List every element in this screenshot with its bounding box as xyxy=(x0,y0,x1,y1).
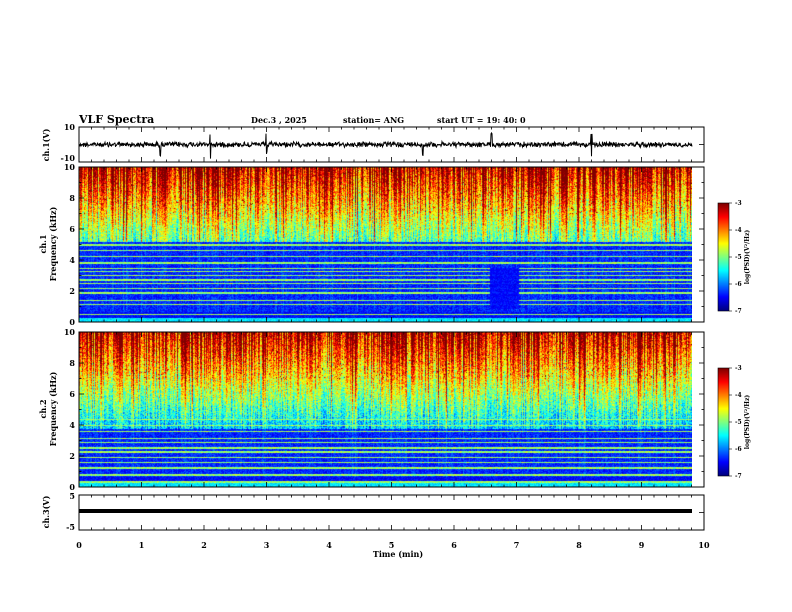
time-tick-label: 9 xyxy=(639,540,645,550)
colorbar-tick-label: -4 xyxy=(735,392,742,399)
time-tick-label: 6 xyxy=(451,540,457,550)
ch3-ytick-top: 5 xyxy=(69,491,75,501)
ch2-colorbar: -3 -4 -5 -6 -7 log(PSD)(V²/Hz) xyxy=(717,365,751,480)
ch2-colorbar-gradient xyxy=(718,368,729,476)
freq-tick-label: 10 xyxy=(64,162,76,172)
freq-tick-label: 6 xyxy=(69,389,75,399)
time-tick-label: 2 xyxy=(201,540,207,550)
ch3-waveform-frame xyxy=(78,494,705,531)
station-label: station= ANG xyxy=(343,115,404,125)
freq-tick-label: 6 xyxy=(69,224,75,234)
time-tick-label: 3 xyxy=(264,540,270,550)
ch2-spectrogram-image xyxy=(79,332,692,487)
time-axis-ticklabels: 0 1 2 3 4 5 6 7 8 9 10 xyxy=(76,540,710,550)
ch3-waveform-ylabel: ch.3(V) xyxy=(41,495,51,528)
colorbar-tick-label: -4 xyxy=(735,227,742,234)
ch1-waveform-line xyxy=(78,131,693,159)
ch2-colorbar-label: log(PSD)(V²/Hz) xyxy=(744,395,751,450)
freq-tick-label: 2 xyxy=(69,286,75,296)
freq-tick-label: 4 xyxy=(69,420,75,430)
colorbar-tick-label: -5 xyxy=(735,419,742,426)
ch2-ylabel-channel: ch.2 xyxy=(38,399,48,418)
colorbar-tick-label: -7 xyxy=(735,308,742,315)
freq-tick-label: 8 xyxy=(69,193,75,203)
ch2-spectrogram-frame xyxy=(78,331,705,488)
colorbar-tick-label: -3 xyxy=(735,200,742,207)
ch1-freq-ticklabels: 0 2 4 6 8 10 xyxy=(64,162,76,327)
date-label: Dec.3 , 2025 xyxy=(251,115,307,125)
start-time-label: start UT = 19: 40: 0 xyxy=(437,115,526,125)
ch1-spectrogram-image xyxy=(79,167,692,322)
ch2-colorbar-ticks: -3 -4 -5 -6 -7 xyxy=(729,365,742,480)
time-tick-label: 1 xyxy=(139,540,145,550)
ch3-waveform-panel: 5 -5 ch.3(V) xyxy=(41,491,705,532)
ch1-waveform-panel: 10 -10 ch.1(V) xyxy=(41,122,705,163)
ch1-colorbar-gradient xyxy=(718,203,729,311)
colorbar-tick-label: -6 xyxy=(735,446,742,453)
freq-tick-label: 0 xyxy=(69,317,75,327)
freq-tick-label: 8 xyxy=(69,358,75,368)
colorbar-tick-label: -7 xyxy=(735,473,742,480)
ch1-colorbar: -3 -4 -5 -6 -7 log(PSD)(V²/Hz) xyxy=(717,200,751,315)
time-axis-label: Time (min) xyxy=(373,549,423,559)
ch1-spectrogram-frame xyxy=(78,166,705,323)
freq-tick-label: 10 xyxy=(64,327,76,337)
ch3-waveform-line xyxy=(79,509,692,513)
ch1-colorbar-ticks: -3 -4 -5 -6 -7 xyxy=(729,200,742,315)
colorbar-tick-label: -5 xyxy=(735,254,742,261)
ch1-ytick-top: 10 xyxy=(64,122,76,132)
colorbar-tick-label: -6 xyxy=(735,281,742,288)
ch1-waveform-ylabel: ch.1(V) xyxy=(41,128,51,161)
time-tick-label: 5 xyxy=(389,540,395,550)
ch3-ytick-bottom: -5 xyxy=(66,522,75,532)
time-tick-label: 4 xyxy=(326,540,332,550)
ch1-waveform-frame xyxy=(78,126,705,163)
ch1-ylabel-channel: ch.1 xyxy=(38,234,48,253)
ch2-spectrogram-panel: 0 2 4 6 8 10 ch.2 Frequency (kHz) xyxy=(38,327,705,492)
colorbar-tick-label: -3 xyxy=(735,365,742,372)
time-tick-label: 7 xyxy=(514,540,520,550)
time-tick-label: 8 xyxy=(576,540,582,550)
figure-title: VLF Spectra xyxy=(78,113,154,126)
ch1-spectrogram-panel: 0 2 4 6 8 10 ch.1 Frequency (kHz) xyxy=(38,162,705,327)
freq-tick-label: 4 xyxy=(69,255,75,265)
time-tick-label: 10 xyxy=(698,540,710,550)
freq-tick-label: 2 xyxy=(69,451,75,461)
ch2-freq-ticklabels: 0 2 4 6 8 10 xyxy=(64,327,76,492)
freq-tick-label: 0 xyxy=(69,482,75,492)
ch1-ytick-bottom: -10 xyxy=(61,153,76,163)
ch2-ylabel-frequency: Frequency (kHz) xyxy=(48,371,58,446)
ch1-colorbar-label: log(PSD)(V²/Hz) xyxy=(744,230,751,285)
time-tick-label: 0 xyxy=(76,540,82,550)
ch1-ylabel-frequency: Frequency (kHz) xyxy=(48,206,58,281)
